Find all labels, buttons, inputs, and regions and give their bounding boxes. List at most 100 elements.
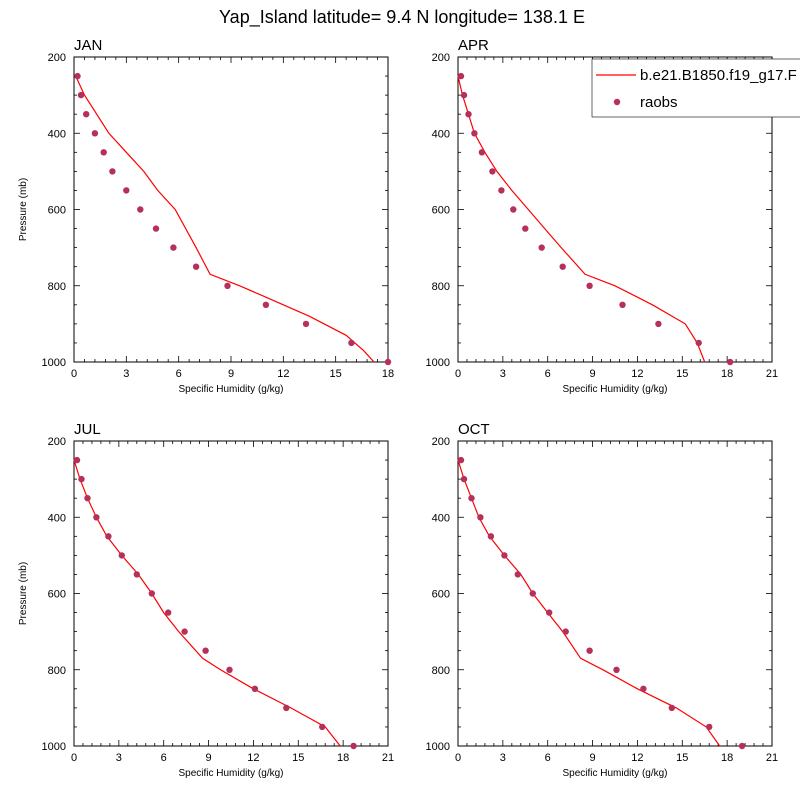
raobs-point bbox=[181, 628, 188, 635]
y-tick-label: 1000 bbox=[426, 741, 450, 753]
plot-frame bbox=[73, 56, 389, 363]
x-tick-label: 21 bbox=[766, 752, 778, 764]
x-tick-label: 9 bbox=[206, 752, 212, 764]
x-tick-label: 15 bbox=[292, 752, 304, 764]
raobs-point bbox=[522, 225, 529, 232]
x-tick-label: 3 bbox=[500, 752, 506, 764]
panel-jan: 200 400 600 800 1000 0 3 6 9 12 15 18 JAN Specific Hu… bbox=[18, 37, 394, 395]
x-tick-label: 18 bbox=[721, 368, 733, 380]
x-tick-label: 0 bbox=[71, 752, 77, 764]
raobs-point bbox=[137, 206, 144, 213]
y-tick-label: 400 bbox=[48, 128, 66, 140]
raobs-point bbox=[640, 685, 647, 692]
panel-title: APR bbox=[458, 37, 489, 54]
raobs-point bbox=[100, 149, 107, 156]
y-tick-label: 800 bbox=[48, 665, 66, 677]
x-tick-label: 3 bbox=[123, 368, 129, 380]
raobs-point bbox=[501, 552, 508, 559]
raobs-point bbox=[319, 723, 326, 731]
raobs-point bbox=[262, 301, 270, 308]
x-tick-label: 6 bbox=[161, 752, 167, 764]
raobs-point bbox=[457, 72, 465, 80]
x-tick-label: 18 bbox=[382, 368, 394, 380]
x-tick-label: 0 bbox=[71, 368, 77, 380]
raobs-point bbox=[498, 187, 505, 194]
raobs-point bbox=[468, 495, 475, 502]
raobs-point bbox=[510, 206, 517, 213]
raobs-point bbox=[695, 339, 702, 347]
x-tick-label: 12 bbox=[277, 368, 289, 380]
raobs-point bbox=[487, 533, 495, 540]
raobs-point bbox=[170, 244, 177, 251]
legend-model-label: b.e21.B1850.f19_g17.F bbox=[640, 67, 797, 84]
raobs-point bbox=[74, 72, 81, 80]
raobs-point bbox=[529, 590, 536, 597]
model-series-line bbox=[457, 459, 721, 747]
raobs-point bbox=[350, 742, 357, 750]
raobs-point bbox=[706, 723, 713, 731]
x-tick-label: 15 bbox=[330, 368, 342, 380]
raobs-point bbox=[148, 590, 155, 597]
model-series-line bbox=[457, 75, 706, 363]
x-tick-label: 15 bbox=[676, 368, 688, 380]
x-axis-label: Specific Humidity (g/kg) bbox=[178, 384, 283, 395]
x-tick-label: 6 bbox=[545, 752, 551, 764]
raobs-point bbox=[738, 742, 746, 750]
x-axis-label: Specific Humidity (g/kg) bbox=[178, 768, 283, 779]
y-tick-label: 600 bbox=[48, 589, 66, 601]
raobs-point bbox=[726, 358, 734, 366]
y-tick-label: 1000 bbox=[42, 741, 66, 753]
y-axis-label: Pressure (mb) bbox=[18, 562, 29, 625]
x-tick-label: 9 bbox=[590, 368, 596, 380]
panel-title: JUL bbox=[74, 421, 101, 438]
y-axis-label: Pressure (mb) bbox=[18, 178, 29, 241]
x-tick-label: 18 bbox=[721, 752, 733, 764]
raobs-point bbox=[226, 666, 233, 673]
x-tick-label: 9 bbox=[590, 752, 596, 764]
x-tick-label: 0 bbox=[455, 368, 461, 380]
raobs-point bbox=[283, 704, 290, 712]
model-series-line bbox=[75, 75, 375, 363]
y-tick-label: 200 bbox=[432, 52, 450, 64]
x-tick-label: 12 bbox=[247, 752, 259, 764]
x-tick-label: 15 bbox=[676, 752, 688, 764]
x-tick-label: 6 bbox=[176, 368, 182, 380]
y-tick-label: 800 bbox=[432, 665, 450, 677]
raobs-point bbox=[251, 685, 259, 692]
raobs-point bbox=[202, 647, 209, 654]
raobs-point bbox=[460, 91, 468, 99]
raobs-point bbox=[546, 609, 553, 616]
x-tick-label: 3 bbox=[500, 368, 506, 380]
raobs-point bbox=[224, 282, 231, 289]
raobs-point bbox=[78, 475, 85, 483]
raobs-point bbox=[84, 495, 91, 502]
raobs-point bbox=[93, 514, 100, 521]
y-tick-label: 1000 bbox=[426, 357, 450, 369]
raobs-point bbox=[471, 130, 478, 137]
plot-frame bbox=[73, 440, 389, 747]
y-tick-label: 600 bbox=[432, 205, 450, 217]
raobs-point bbox=[152, 225, 160, 232]
x-tick-label: 12 bbox=[631, 752, 643, 764]
y-tick-label: 1000 bbox=[42, 357, 66, 369]
model-series-line bbox=[73, 459, 341, 747]
raobs-point bbox=[460, 475, 468, 483]
raobs-point bbox=[348, 339, 355, 347]
y-tick-label: 200 bbox=[48, 52, 66, 64]
raobs-point bbox=[619, 301, 626, 308]
raobs-point bbox=[384, 358, 392, 366]
x-tick-label: 9 bbox=[228, 368, 234, 380]
raobs-point bbox=[123, 187, 130, 194]
y-tick-label: 600 bbox=[432, 589, 450, 601]
panel-title: JAN bbox=[74, 37, 102, 54]
y-tick-label: 200 bbox=[48, 436, 66, 448]
x-tick-label: 3 bbox=[116, 752, 122, 764]
x-tick-label: 6 bbox=[545, 368, 551, 380]
raobs-point bbox=[477, 514, 484, 521]
y-tick-label: 400 bbox=[432, 512, 450, 524]
y-tick-label: 400 bbox=[432, 128, 450, 140]
raobs-point bbox=[91, 130, 99, 137]
x-tick-label: 12 bbox=[631, 368, 643, 380]
y-tick-label: 200 bbox=[432, 436, 450, 448]
raobs-point bbox=[559, 263, 566, 270]
